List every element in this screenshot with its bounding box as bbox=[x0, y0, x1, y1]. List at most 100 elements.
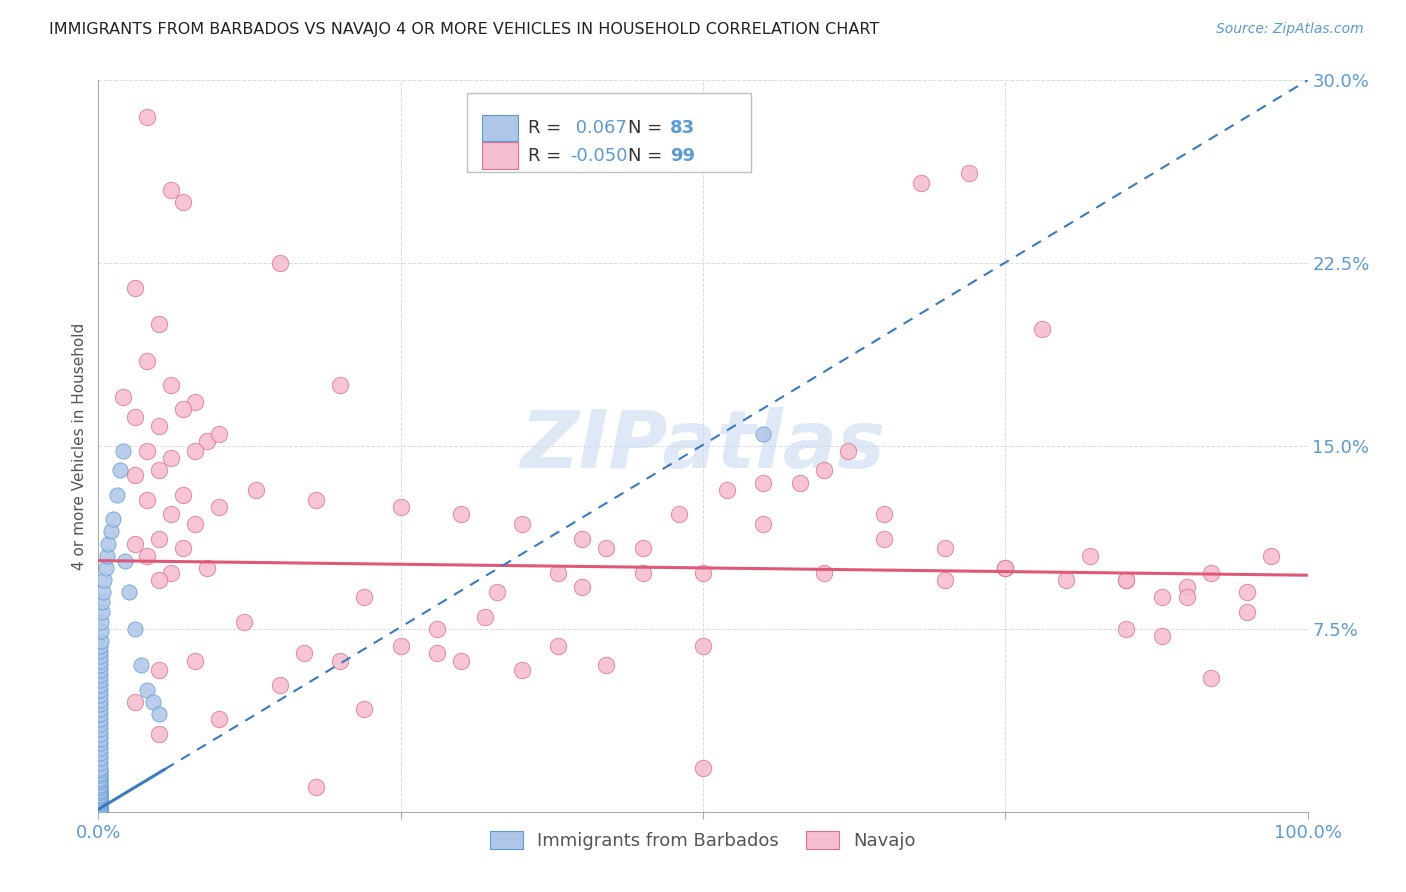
Point bbox=[184, 395, 207, 409]
Point bbox=[148, 707, 170, 722]
Point bbox=[89, 792, 111, 806]
Point bbox=[474, 609, 496, 624]
Point bbox=[571, 532, 593, 546]
Point bbox=[1115, 573, 1137, 587]
Point bbox=[89, 802, 111, 816]
Point bbox=[1115, 573, 1137, 587]
Point bbox=[89, 682, 111, 697]
Point bbox=[89, 722, 111, 736]
Point bbox=[160, 183, 183, 197]
Point bbox=[232, 615, 254, 629]
Point bbox=[89, 707, 111, 722]
Point bbox=[94, 561, 117, 575]
Point bbox=[148, 532, 170, 546]
Point bbox=[813, 566, 835, 580]
Point bbox=[1078, 549, 1101, 563]
Point bbox=[837, 443, 859, 458]
Point bbox=[160, 508, 183, 522]
Point bbox=[91, 595, 114, 609]
Point bbox=[89, 658, 111, 673]
Point bbox=[89, 788, 111, 802]
Point bbox=[208, 712, 231, 726]
Bar bbox=[482, 115, 517, 141]
Point bbox=[934, 541, 956, 556]
Point bbox=[97, 536, 120, 550]
Point bbox=[752, 516, 775, 531]
Point bbox=[994, 561, 1017, 575]
Point bbox=[716, 483, 738, 497]
Point bbox=[692, 761, 714, 775]
Point bbox=[994, 561, 1017, 575]
Text: ZIPatlas: ZIPatlas bbox=[520, 407, 886, 485]
Text: N =: N = bbox=[628, 119, 668, 136]
Point bbox=[631, 541, 654, 556]
Point bbox=[172, 488, 194, 502]
Point bbox=[89, 795, 111, 809]
Point bbox=[89, 692, 111, 706]
Point bbox=[172, 402, 194, 417]
Point bbox=[1175, 590, 1198, 604]
Point bbox=[89, 797, 111, 812]
Point bbox=[89, 778, 111, 792]
Point bbox=[1152, 590, 1174, 604]
Point bbox=[89, 668, 111, 682]
Text: R =: R = bbox=[527, 119, 567, 136]
Point bbox=[1199, 566, 1222, 580]
Point bbox=[89, 792, 111, 806]
Point bbox=[135, 682, 157, 697]
Point bbox=[148, 317, 170, 331]
Point bbox=[353, 702, 375, 716]
Point bbox=[90, 624, 112, 639]
Point bbox=[89, 788, 111, 802]
Point bbox=[118, 585, 141, 599]
Point bbox=[89, 802, 111, 816]
Point bbox=[208, 500, 231, 514]
Point bbox=[245, 483, 267, 497]
Point bbox=[111, 443, 134, 458]
Point bbox=[89, 717, 111, 731]
Point bbox=[1115, 622, 1137, 636]
Point bbox=[89, 756, 111, 770]
Point bbox=[813, 463, 835, 477]
Text: R =: R = bbox=[527, 146, 567, 165]
Point bbox=[305, 492, 328, 507]
Point bbox=[172, 541, 194, 556]
Point bbox=[90, 634, 112, 648]
Bar bbox=[482, 143, 517, 169]
Point bbox=[89, 802, 111, 816]
Point bbox=[111, 390, 134, 404]
Point bbox=[89, 802, 111, 816]
Point bbox=[91, 605, 114, 619]
Point bbox=[910, 176, 932, 190]
Point bbox=[208, 426, 231, 441]
Point bbox=[195, 434, 218, 449]
Point bbox=[89, 688, 111, 702]
Point bbox=[89, 746, 111, 760]
Point bbox=[1236, 585, 1258, 599]
Point bbox=[195, 561, 218, 575]
Point bbox=[89, 768, 111, 782]
Point bbox=[108, 463, 131, 477]
Point bbox=[1260, 549, 1282, 563]
Point bbox=[89, 802, 111, 816]
Point bbox=[89, 639, 111, 653]
Point bbox=[89, 663, 111, 677]
Point bbox=[172, 195, 194, 210]
Point bbox=[547, 566, 569, 580]
Point bbox=[692, 639, 714, 653]
Point bbox=[89, 775, 111, 789]
Point bbox=[89, 795, 111, 809]
Point bbox=[160, 566, 183, 580]
Point bbox=[89, 727, 111, 741]
Point bbox=[89, 802, 111, 816]
Y-axis label: 4 or more Vehicles in Household: 4 or more Vehicles in Household bbox=[72, 322, 87, 570]
Point bbox=[89, 751, 111, 765]
Point bbox=[89, 741, 111, 756]
Text: 0.067: 0.067 bbox=[569, 119, 627, 136]
Point bbox=[89, 800, 111, 814]
Point bbox=[595, 658, 617, 673]
Point bbox=[135, 110, 157, 124]
Point bbox=[114, 553, 136, 567]
Point bbox=[142, 695, 165, 709]
Point bbox=[789, 475, 811, 490]
